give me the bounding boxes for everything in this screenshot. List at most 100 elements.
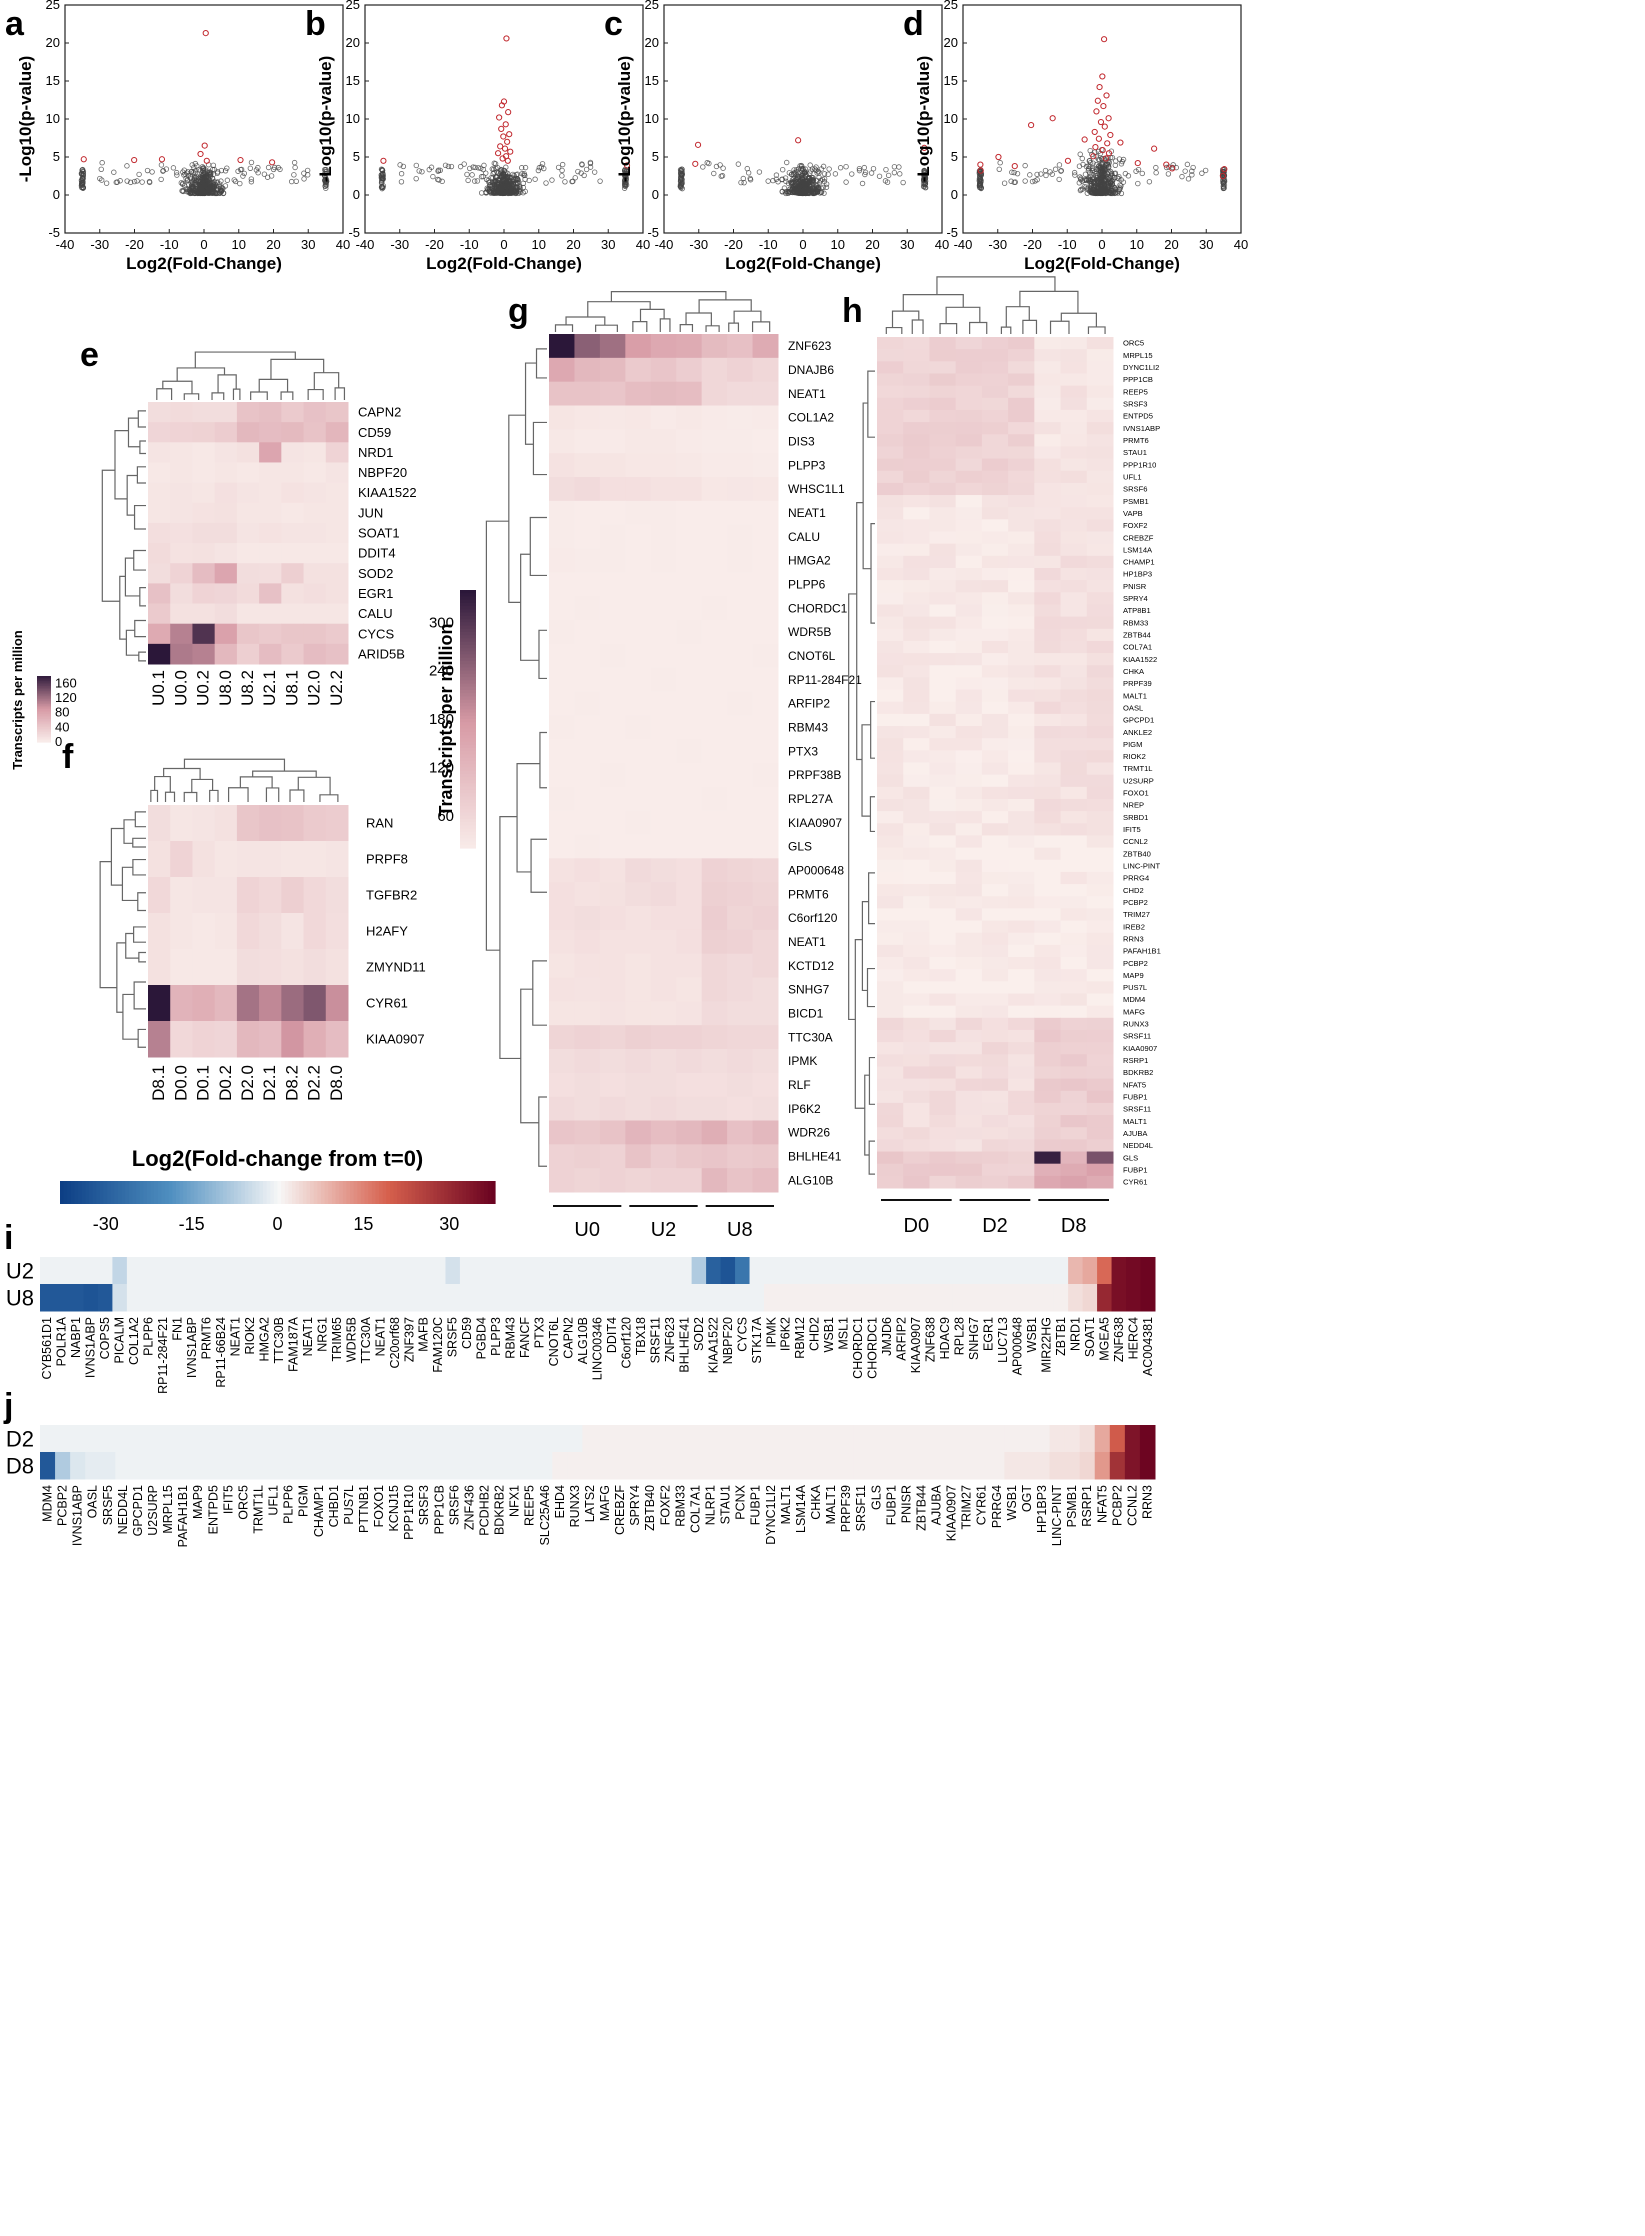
heatmap-cell: [981, 750, 1009, 763]
heatmap-cell: [981, 1115, 1009, 1128]
heatmap-cell: [1008, 531, 1035, 545]
x-tick-label: 10: [1130, 237, 1144, 252]
row-dendrogram-branch: [139, 440, 146, 455]
heatmap-cell: [83, 1257, 99, 1285]
data-point-grey: [232, 178, 239, 185]
x-tick-label: -30: [90, 237, 109, 252]
data-point-grey: [457, 163, 464, 170]
data-point-grey: [127, 179, 134, 186]
heatmap-cell: [170, 805, 193, 842]
x-tick-label: 40: [935, 237, 949, 252]
heatmap-cell: [1008, 1102, 1035, 1116]
heatmap-cell: [877, 446, 904, 460]
heatmap-cell: [676, 1096, 703, 1121]
heatmap-cell: [955, 908, 983, 922]
row-dendrogram-branch: [854, 939, 865, 1109]
heatmap-cell: [821, 1257, 837, 1285]
heatmap-cell: [315, 1284, 331, 1312]
row-label: CHAMP1: [1123, 558, 1155, 567]
gene-label: CHKA: [809, 1484, 823, 1519]
heatmap-cell: [574, 1025, 601, 1050]
heatmap-cell: [955, 969, 983, 982]
heatmap-cell: [214, 502, 238, 524]
heatmap-cell: [903, 1151, 930, 1165]
gene-label: MSL1: [837, 1317, 851, 1350]
heatmap-cell: [1034, 932, 1062, 946]
row-label: PIGM: [1123, 740, 1142, 749]
heatmap-cell: [955, 397, 983, 411]
heatmap-cell: [1086, 337, 1114, 350]
row-label: ENTPD5: [1123, 412, 1153, 421]
heatmap-cell: [1034, 543, 1062, 557]
heatmap-cell: [184, 1284, 200, 1312]
gene-label: MRPL15: [161, 1485, 175, 1534]
heatmap-cell: [981, 1042, 1009, 1055]
heatmap-cell: [650, 524, 677, 549]
heatmap-cell: [549, 405, 575, 430]
gene-label: WSB1: [822, 1317, 836, 1352]
row-dendrogram-branch: [520, 988, 539, 1124]
row-label: RPL27A: [788, 792, 833, 806]
colorbar-tick-label: 40: [55, 719, 69, 734]
data-point-grey: [419, 169, 425, 175]
heatmap-cell: [55, 1425, 71, 1453]
data-point-grey: [623, 168, 630, 174]
heatmap-cell: [955, 713, 983, 727]
gene-label: IVNS1ABP: [185, 1317, 199, 1378]
gene-label: FAM120C: [431, 1317, 445, 1373]
data-point-grey: [304, 172, 311, 178]
row-label: TRMT1L: [1123, 764, 1153, 773]
heatmap-cell: [650, 357, 677, 383]
heatmap-cell: [401, 1452, 418, 1480]
heatmap-cell: [981, 555, 1009, 569]
row-label: REEP5: [1123, 387, 1148, 396]
data-point-grey: [224, 177, 231, 183]
heatmap-cell: [981, 798, 1009, 812]
data-point-grey: [706, 160, 712, 167]
heatmap-cell: [929, 957, 957, 970]
heatmap-cell: [955, 738, 983, 751]
volcano-panel-a: a-40 -30 -20 -10 0 10 20 30 40-50510152025Log2(F…: [5, 0, 350, 273]
colorbar-swatch: [357, 1181, 362, 1204]
heatmap-cell: [877, 920, 904, 934]
colorbar-swatch: [310, 1181, 315, 1204]
heatmap-cell: [356, 1425, 372, 1453]
data-point-grey: [711, 170, 717, 177]
data-point-grey: [111, 169, 117, 175]
heatmap-cell: [192, 949, 216, 986]
heatmap-cell: [625, 810, 652, 835]
heatmap-cell: [752, 357, 779, 383]
heatmap-cell: [1008, 1115, 1035, 1128]
data-point-grey: [559, 161, 566, 168]
data-point-grey: [738, 179, 744, 186]
heatmap-cell: [929, 470, 957, 484]
heatmap-cell: [1140, 1257, 1156, 1285]
heatmap-cell: [259, 422, 282, 443]
heatmap-cell: [599, 715, 626, 740]
column-label: U2.2: [327, 670, 346, 706]
data-point-grey: [591, 169, 598, 175]
colorbar-swatch: [360, 1181, 366, 1204]
heatmap-cell: [676, 453, 703, 478]
row-label: CYR61: [366, 996, 408, 1011]
heatmap-cell: [676, 786, 703, 812]
heatmap-cell: [1008, 726, 1035, 739]
heatmap-cell: [981, 1284, 997, 1312]
heatmap-cell: [929, 1005, 957, 1019]
heatmap-cell: [868, 1452, 885, 1480]
heatmap-cell: [929, 823, 957, 836]
data-point-grey: [1056, 176, 1062, 183]
data-point-grey: [218, 178, 224, 184]
gene-label: DDIT4: [605, 1317, 619, 1353]
data-point-grey: [508, 190, 514, 197]
y-tick-label: 20: [944, 35, 958, 50]
data-point-grey: [735, 161, 742, 167]
row-dendrogram-branch: [121, 866, 138, 902]
heatmap-cell: [807, 1257, 823, 1285]
heatmap-cell: [1060, 580, 1088, 593]
data-point-grey: [483, 190, 489, 196]
heatmap-cell: [955, 981, 983, 994]
heatmap-cell: [1060, 653, 1088, 666]
heatmap-cell: [259, 623, 282, 645]
heatmap-cell: [701, 953, 728, 978]
